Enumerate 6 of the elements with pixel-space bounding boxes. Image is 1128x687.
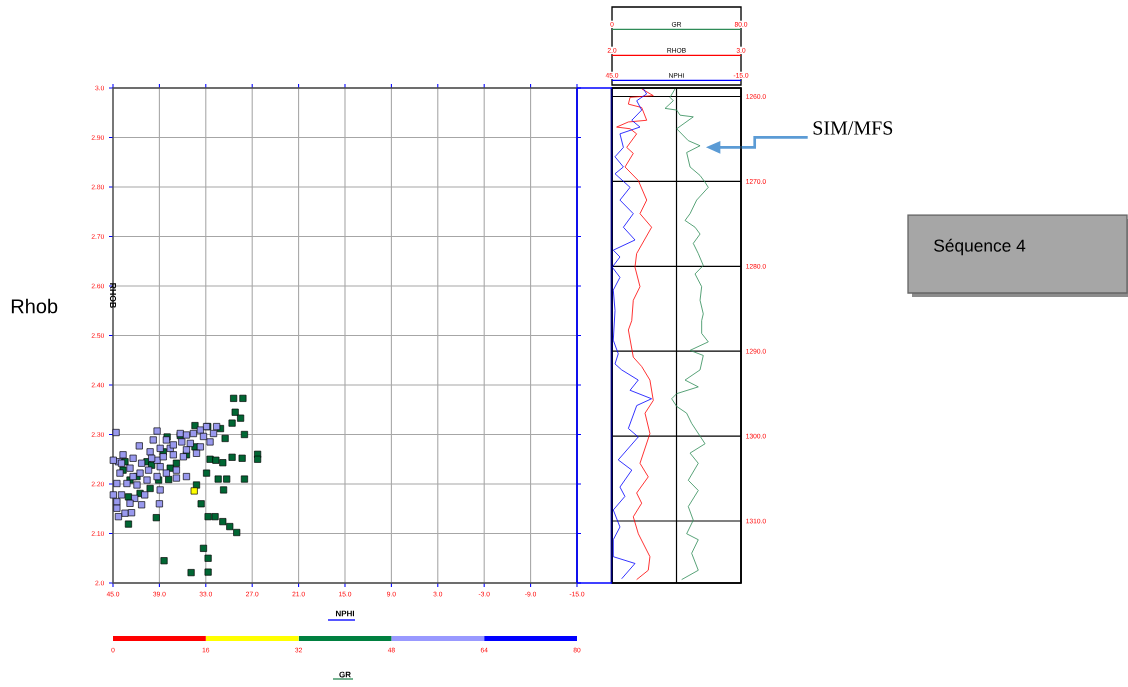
text: Séquence 4 (934, 238, 1026, 256)
text: Rhob (11, 298, 58, 314)
x-axis-title: NPHI (335, 610, 355, 617)
y-axis-title: RHOB (109, 283, 117, 308)
text: SIM/MFS (813, 121, 893, 135)
x-axis-title: GR (339, 671, 351, 678)
